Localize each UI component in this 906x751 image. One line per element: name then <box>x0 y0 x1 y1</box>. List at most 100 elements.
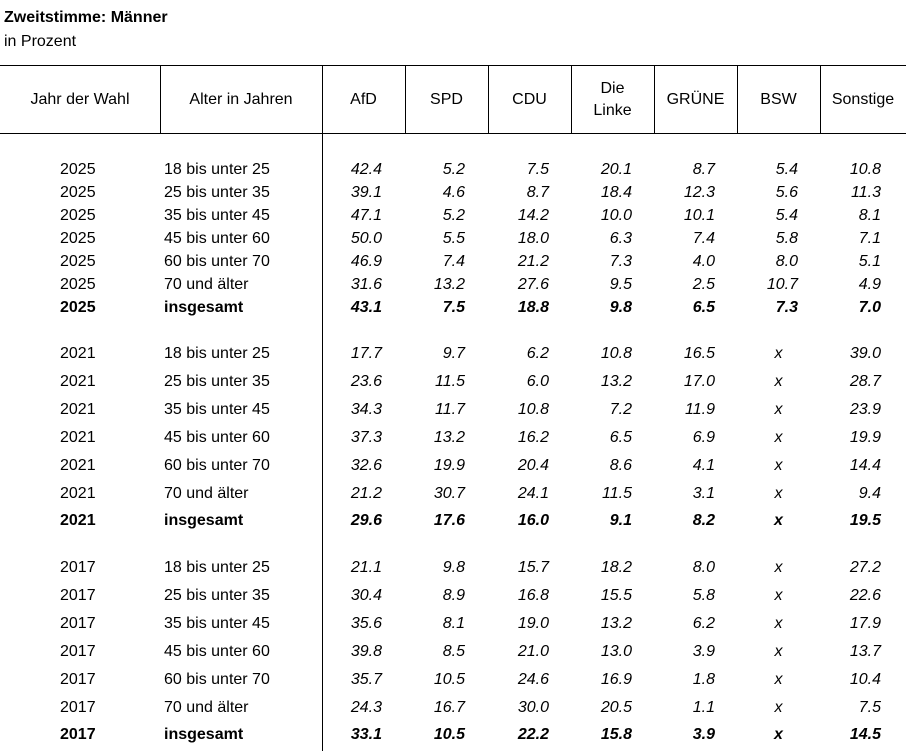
value-cell: 11.9 <box>685 401 715 418</box>
value-cell: 20.4 <box>517 457 549 474</box>
value-cell: 7.4 <box>442 253 465 270</box>
year-cell: 2025 <box>60 161 96 178</box>
header-column-divider <box>654 65 655 133</box>
value-cell: 16.9 <box>600 671 632 688</box>
age-cell: insgesamt <box>164 512 244 529</box>
value-cell: 19.5 <box>849 512 881 529</box>
header-column-divider <box>737 65 738 133</box>
value-cell: 18.2 <box>600 559 632 576</box>
year-cell: 2017 <box>60 587 96 604</box>
value-cell: 9.1 <box>609 512 632 529</box>
value-cell: 19.9 <box>433 457 465 474</box>
year-cell: 2021 <box>60 429 96 446</box>
value-cell: 24.3 <box>350 699 382 716</box>
header-top-rule <box>0 65 906 66</box>
value-cell: 30.0 <box>517 699 549 716</box>
value-cell: 5.4 <box>775 161 798 178</box>
age-cell: 35 bis unter 45 <box>164 401 270 418</box>
age-cell: 35 bis unter 45 <box>164 207 270 224</box>
value-cell: x <box>774 615 783 632</box>
value-cell: 10.8 <box>849 161 881 178</box>
value-cell: 11.5 <box>602 485 632 502</box>
value-cell: 8.0 <box>692 559 715 576</box>
value-cell: x <box>774 671 783 688</box>
value-cell: 9.7 <box>442 345 465 362</box>
value-cell: 39.0 <box>849 345 881 362</box>
age-cell: 18 bis unter 25 <box>164 345 270 362</box>
value-cell: 10.4 <box>849 671 881 688</box>
value-cell: 8.7 <box>526 184 549 201</box>
value-cell: 15.5 <box>600 587 632 604</box>
header-column-divider <box>820 65 821 133</box>
value-cell: 19.0 <box>517 615 549 632</box>
age-cell: 35 bis unter 45 <box>164 615 270 632</box>
value-cell: 47.1 <box>350 207 382 224</box>
value-cell: 13.2 <box>433 276 465 293</box>
value-cell: 6.5 <box>692 299 715 316</box>
value-cell: 1.8 <box>692 671 715 688</box>
value-cell: 17.0 <box>683 373 715 390</box>
value-cell: 6.5 <box>609 429 632 446</box>
value-cell: 35.6 <box>350 615 382 632</box>
value-cell: 24.1 <box>517 485 549 502</box>
value-cell: 14.5 <box>849 726 881 743</box>
age-cell: 60 bis unter 70 <box>164 457 270 474</box>
value-cell: 15.8 <box>600 726 632 743</box>
value-cell: 15.7 <box>517 559 549 576</box>
age-cell: 60 bis unter 70 <box>164 671 270 688</box>
value-cell: 8.6 <box>609 457 632 474</box>
value-cell: 16.7 <box>433 699 465 716</box>
age-cell: 70 und älter <box>164 699 249 716</box>
value-cell: 1.1 <box>692 699 715 716</box>
year-cell: 2017 <box>60 559 96 576</box>
column-header: Alter in Jahren <box>189 90 293 108</box>
value-cell: x <box>774 345 783 362</box>
year-cell: 2025 <box>60 184 96 201</box>
age-cell: 70 und älter <box>164 485 249 502</box>
value-cell: 7.5 <box>858 699 881 716</box>
value-cell: 14.2 <box>517 207 549 224</box>
value-cell: 46.9 <box>350 253 382 270</box>
value-cell: x <box>774 401 783 418</box>
value-cell: 6.2 <box>526 345 549 362</box>
value-cell: 7.4 <box>692 230 715 247</box>
value-cell: 43.1 <box>350 299 382 316</box>
year-cell: 2025 <box>60 253 96 270</box>
table-subtitle: in Prozent <box>4 33 77 50</box>
value-cell: 4.0 <box>692 253 715 270</box>
value-cell: 17.6 <box>433 512 465 529</box>
value-cell: 10.1 <box>683 207 715 224</box>
value-cell: 3.9 <box>692 726 715 743</box>
value-cell: 23.6 <box>350 373 382 390</box>
value-cell: x <box>774 373 783 390</box>
value-cell: 29.6 <box>350 512 382 529</box>
value-cell: 5.2 <box>442 207 465 224</box>
value-cell: 31.6 <box>350 276 382 293</box>
age-cell: 45 bis unter 60 <box>164 429 270 446</box>
value-cell: 8.1 <box>442 615 465 632</box>
year-cell: 2025 <box>60 207 96 224</box>
value-cell: 5.8 <box>775 230 798 247</box>
year-cell: 2021 <box>60 345 96 362</box>
value-cell: 21.0 <box>517 643 549 660</box>
value-cell: 7.2 <box>609 401 632 418</box>
value-cell: 4.9 <box>858 276 881 293</box>
age-cell: 25 bis unter 35 <box>164 184 270 201</box>
value-cell: 16.5 <box>683 345 715 362</box>
value-cell: 10.8 <box>600 345 632 362</box>
value-cell: 42.4 <box>350 161 382 178</box>
column-header: Jahr der Wahl <box>30 90 130 108</box>
body-column-divider <box>322 133 323 751</box>
year-cell: 2021 <box>60 512 96 529</box>
value-cell: 7.3 <box>609 253 632 270</box>
age-cell: insgesamt <box>164 726 244 743</box>
year-cell: 2017 <box>60 671 96 688</box>
value-cell: 5.2 <box>442 161 465 178</box>
value-cell: 14.4 <box>849 457 881 474</box>
value-cell: 7.5 <box>442 299 465 316</box>
column-header: Die Linke <box>593 79 632 119</box>
value-cell: 22.2 <box>517 726 549 743</box>
value-cell: 13.7 <box>849 643 881 660</box>
age-cell: 70 und älter <box>164 276 249 293</box>
value-cell: 11.5 <box>435 373 465 390</box>
